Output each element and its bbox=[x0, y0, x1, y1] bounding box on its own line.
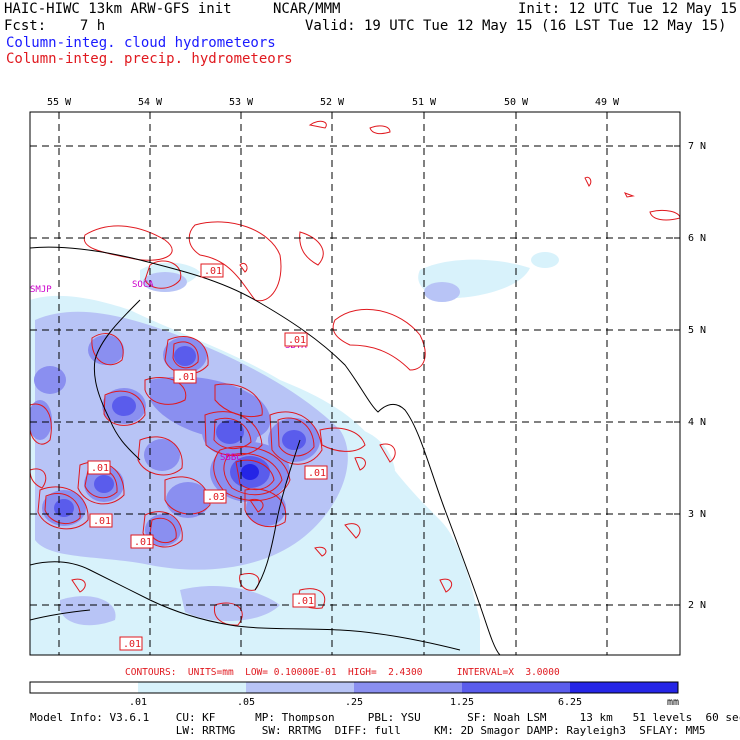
svg-text:.01: .01 bbox=[177, 372, 195, 383]
contour-label: .01 bbox=[284, 332, 308, 347]
contour-label: .01 bbox=[119, 636, 143, 651]
colorbar-tick: 1.25 bbox=[450, 697, 474, 708]
contour-label: .01 bbox=[130, 534, 154, 549]
lat-label-6n: 6 N bbox=[688, 233, 706, 244]
lon-label-55w: 55 W bbox=[47, 97, 72, 108]
cloud-shading-max bbox=[241, 464, 259, 480]
svg-text:.01: .01 bbox=[93, 516, 111, 527]
station-smjp: SMJP bbox=[30, 285, 52, 295]
lat-label-7n: 7 N bbox=[688, 141, 706, 152]
lat-label-5n: 5 N bbox=[688, 325, 706, 336]
station-sbbc: SBBC bbox=[220, 453, 242, 463]
svg-text:.01: .01 bbox=[288, 335, 306, 346]
forecast-hour: Fcst: 7 h bbox=[4, 18, 106, 34]
svg-text:.01: .01 bbox=[123, 639, 141, 650]
contour-label: .01 bbox=[173, 369, 197, 384]
svg-text:.01: .01 bbox=[296, 596, 314, 607]
colorbar bbox=[29, 681, 679, 694]
contour-info: CONTOURS: UNITS=mm LOW= 0.10000E-01 HIGH… bbox=[125, 667, 560, 678]
lon-label-50w: 50 W bbox=[504, 97, 529, 108]
svg-text:.01: .01 bbox=[308, 468, 326, 479]
coastline bbox=[30, 246, 501, 655]
svg-text:.01: .01 bbox=[134, 537, 152, 548]
svg-text:.03: .03 bbox=[207, 492, 225, 503]
lon-label-53w: 53 W bbox=[229, 97, 254, 108]
lon-label-49w: 49 W bbox=[595, 97, 620, 108]
svg-text:.01: .01 bbox=[91, 463, 109, 474]
colorbar-tick: 6.25 bbox=[558, 697, 582, 708]
lat-label-2n: 2 N bbox=[688, 600, 706, 611]
colorbar-tick: .01 bbox=[129, 697, 147, 708]
contour-label: .01 bbox=[304, 465, 328, 480]
model-info-line1: Model Info: V3.6.1 CU: KF MP: Thompson P… bbox=[30, 711, 740, 724]
colorbar-unit: mm bbox=[667, 697, 679, 708]
lon-label-52w: 52 W bbox=[320, 97, 345, 108]
contour-label: .01 bbox=[200, 263, 224, 278]
valid-time: Valid: 19 UTC Tue 12 May 15 (16 LST Tue … bbox=[305, 18, 727, 34]
contour-label: .01 bbox=[292, 593, 316, 608]
lat-lon-grid bbox=[30, 112, 680, 655]
contour-label: .01 bbox=[89, 513, 113, 528]
station-soca: SOCA bbox=[132, 280, 154, 290]
lon-label-54w: 54 W bbox=[138, 97, 163, 108]
lat-label-4n: 4 N bbox=[688, 417, 706, 428]
plot-title: HAIC-HIWC 13km ARW-GFS init bbox=[4, 1, 232, 17]
plot-org: NCAR/MMM bbox=[273, 1, 341, 17]
precip-contours bbox=[30, 120, 680, 626]
contour-label: .03 bbox=[203, 489, 227, 504]
field-cloud-label: Column-integ. cloud hydrometeors bbox=[6, 35, 276, 51]
init-time: Init: 12 UTC Tue 12 May 15 bbox=[518, 1, 738, 17]
lon-label-51w: 51 W bbox=[412, 97, 437, 108]
field-precip-label: Column-integ. precip. hydrometeors bbox=[6, 51, 293, 67]
contour-label: .01 bbox=[87, 460, 111, 475]
frame-ticks bbox=[58, 112, 680, 606]
colorbar-tick: .25 bbox=[345, 697, 363, 708]
model-info-line2: LW: RRTMG SW: RRTMG DIFF: full KM: 2D Sm… bbox=[30, 724, 706, 737]
lat-label-3n: 3 N bbox=[688, 509, 706, 520]
svg-text:.01: .01 bbox=[204, 266, 222, 277]
map-frame bbox=[29, 111, 681, 656]
colorbar-tick: .05 bbox=[237, 697, 255, 708]
